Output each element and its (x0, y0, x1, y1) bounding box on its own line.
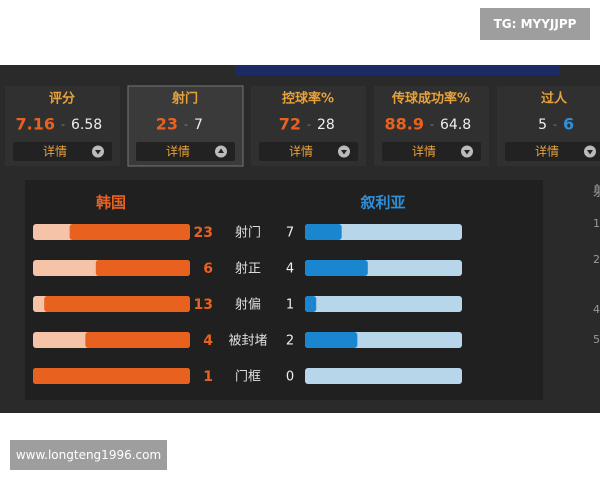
separator: - (61, 118, 65, 131)
detail-button-label: 详情 (166, 144, 190, 159)
tab-label: 过人 (541, 91, 568, 107)
separator: - (184, 118, 188, 131)
stat-label: 门框 (235, 370, 261, 385)
stat-label: 射门 (235, 225, 261, 241)
tab-label: 传球成功率% (391, 91, 470, 107)
home-value: 7.16 (16, 115, 55, 134)
home-bar (33, 368, 190, 384)
detail-arrow (587, 150, 593, 155)
stat-label: 射偏 (235, 297, 261, 313)
home-count: 1 (203, 369, 213, 385)
detail-arrow (341, 150, 347, 155)
side-column-text: 2 (593, 253, 600, 266)
home-team: 韩国 (96, 194, 126, 212)
away-bar-track (305, 296, 462, 312)
stat-label: 射正 (235, 261, 261, 277)
home-value: 72 (279, 115, 301, 134)
away-value: 28 (317, 117, 335, 133)
detail-button-label: 详情 (412, 144, 436, 159)
side-column-text: 1 (593, 217, 600, 230)
away-bar (305, 296, 317, 312)
watermark-box (480, 8, 590, 40)
banner-strip (235, 65, 560, 75)
detail-button[interactable] (13, 142, 112, 161)
away-value: 6 (563, 115, 574, 134)
away-count: 0 (286, 370, 294, 385)
away-bar (305, 332, 358, 348)
detail-button-label: 详情 (535, 144, 559, 159)
away-bar-track (305, 224, 462, 240)
away-count: 1 (286, 298, 294, 313)
side-column-text: 5 (593, 333, 600, 346)
separator: - (553, 118, 557, 131)
away-bar (305, 224, 342, 240)
detail-arrow (464, 150, 470, 155)
home-value: 23 (156, 115, 178, 134)
tab-label: 射门 (171, 91, 198, 107)
detail-button[interactable] (505, 142, 600, 161)
away-bar (305, 260, 368, 276)
side-column-text: 射 (593, 184, 600, 200)
stat-label: 被封堵 (228, 334, 267, 349)
away-team: 叙利亚 (359, 194, 405, 212)
home-value: 88.9 (385, 115, 424, 134)
separator: - (307, 118, 311, 131)
detail-panel (25, 180, 543, 400)
detail-button[interactable] (382, 142, 481, 161)
detail-button-label: 详情 (289, 144, 313, 159)
detail-button[interactable] (136, 142, 235, 161)
away-count: 7 (286, 226, 294, 241)
detail-button[interactable] (259, 142, 358, 161)
home-count: 23 (194, 225, 213, 241)
detail-arrow (218, 148, 224, 153)
home-bar (95, 260, 190, 276)
tab-label: 评分 (49, 91, 75, 107)
home-bar (69, 224, 190, 240)
watermark-top: TG: MYYJJPP (494, 17, 577, 31)
home-bar (44, 296, 190, 312)
home-count: 6 (203, 261, 213, 277)
home-value: 5 (538, 117, 547, 133)
detail-arrow (95, 150, 101, 155)
away-count: 4 (286, 262, 294, 277)
watermark-box (10, 440, 167, 470)
home-count: 13 (194, 297, 213, 313)
away-bar-track (305, 368, 462, 384)
away-count: 2 (286, 334, 294, 349)
watermark-bottom: www.longteng1996.com (16, 448, 161, 462)
tab-label: 控球率% (282, 91, 334, 107)
home-count: 4 (203, 333, 213, 349)
home-bar (85, 332, 190, 348)
side-column-text: 4 (593, 303, 600, 316)
separator: - (430, 118, 434, 131)
away-value: 7 (194, 117, 203, 133)
detail-button-label: 详情 (43, 144, 67, 159)
away-value: 64.8 (440, 117, 471, 133)
away-value: 6.58 (71, 117, 102, 133)
